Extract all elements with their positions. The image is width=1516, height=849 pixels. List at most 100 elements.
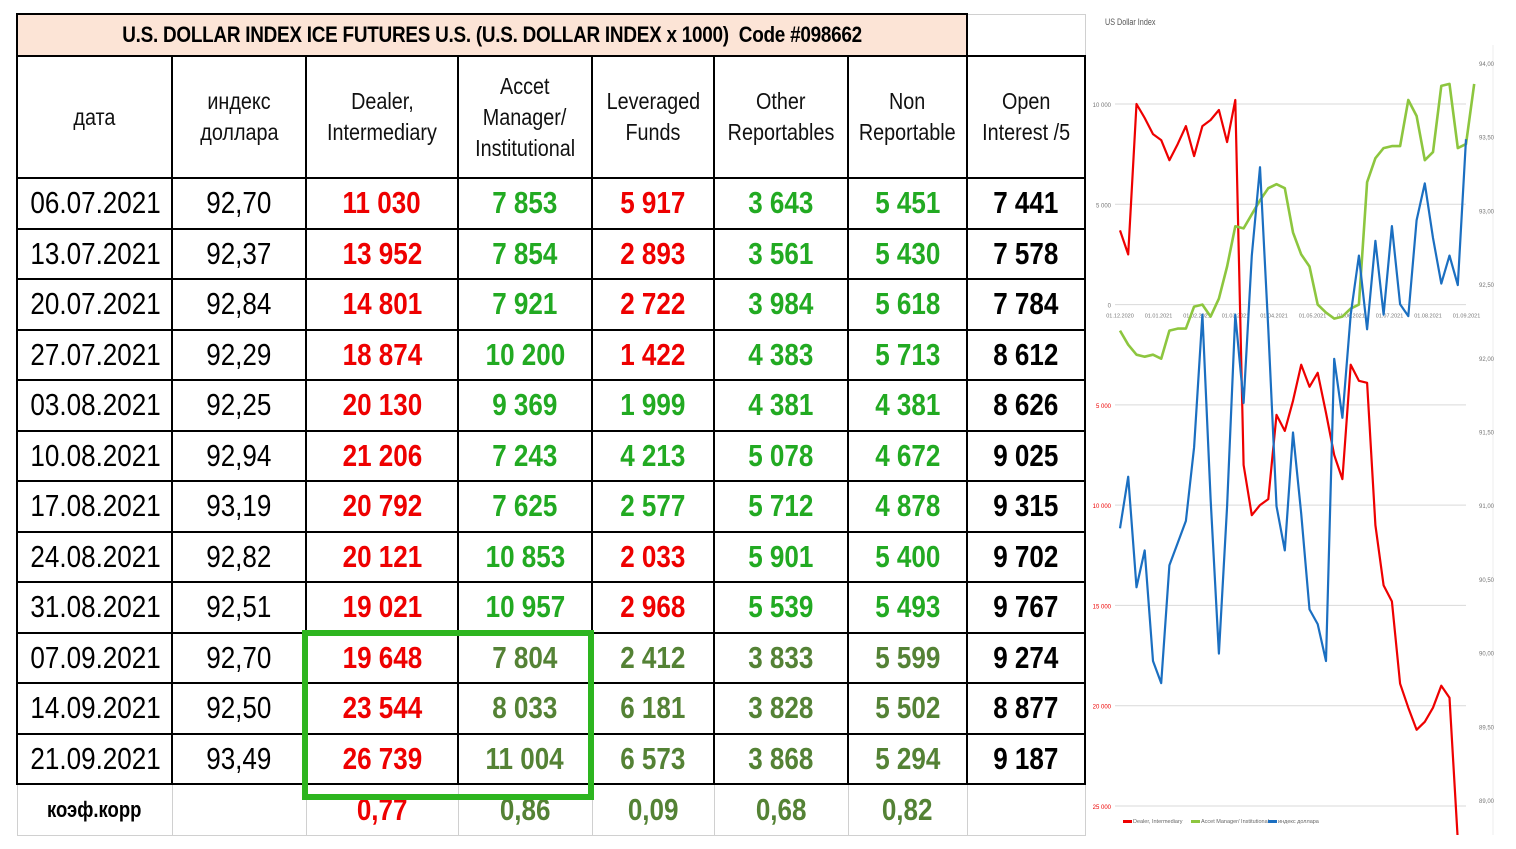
cell-other: 3 868	[713, 732, 849, 785]
cell-open-interest: 9 025	[966, 429, 1087, 482]
cell-date: 21.09.2021	[16, 732, 173, 785]
cell-open-interest: 8 877	[966, 682, 1087, 735]
cell-dealer: 20 792	[305, 480, 459, 533]
cell-dealer: 13 952	[305, 227, 459, 280]
cell-dealer: 19 648	[305, 631, 459, 684]
svg-text:91,50: 91,50	[1479, 431, 1495, 437]
cell-date: 06.07.2021	[16, 177, 173, 230]
header-row: дата индекс доллара Dealer, Intermediary …	[16, 55, 1087, 179]
cell-other: 5 712	[713, 480, 849, 533]
svg-text:91,00: 91,00	[1479, 504, 1495, 510]
cell-index: 92,84	[171, 278, 307, 331]
svg-text:01.09.2021: 01.09.2021	[1453, 314, 1481, 320]
cell-leveraged: 6 573	[591, 732, 715, 785]
cell-nonrep: 5 493	[846, 581, 969, 634]
cell-index: 93,19	[171, 480, 307, 533]
cell-nonrep: 5 430	[846, 227, 969, 280]
table-row: 21.09.2021 93,49 26 739 11 004 6 573 3 8…	[16, 732, 1087, 785]
corr-leveraged: 0,09	[591, 783, 715, 836]
cell-asset: 9 369	[457, 379, 593, 432]
header-non-reportable: Non Reportable	[846, 55, 969, 179]
corr-label: коэф.корр	[16, 783, 173, 836]
svg-text:94,00: 94,00	[1479, 62, 1495, 68]
svg-text:25 000: 25 000	[1093, 805, 1112, 811]
cell-index: 92,70	[171, 631, 307, 684]
svg-text:10 000: 10 000	[1093, 103, 1112, 109]
svg-text:92,00: 92,00	[1479, 357, 1495, 363]
cell-open-interest: 7 784	[966, 278, 1087, 331]
corr-nonrep: 0,82	[847, 783, 968, 836]
table-row: 13.07.2021 92,37 13 952 7 854 2 893 3 56…	[16, 227, 1087, 280]
cell-other: 3 984	[713, 278, 849, 331]
header-other-reportables: Other Reportables	[713, 55, 849, 179]
svg-text:5 000: 5 000	[1096, 203, 1112, 209]
cell-index: 92,51	[171, 581, 307, 634]
cell-dealer: 19 021	[305, 581, 459, 634]
svg-text:90,00: 90,00	[1479, 652, 1495, 658]
cell-nonrep: 5 400	[846, 530, 969, 583]
cell-nonrep: 4 672	[846, 429, 969, 482]
cell-open-interest: 9 187	[966, 732, 1087, 785]
table-row: 14.09.2021 92,50 23 544 8 033 6 181 3 82…	[16, 682, 1087, 735]
cell-index: 92,25	[171, 379, 307, 432]
cell-nonrep: 5 713	[846, 328, 969, 381]
cell-index: 92,82	[171, 530, 307, 583]
cell-other: 3 561	[713, 227, 849, 280]
cell-asset: 7 625	[457, 480, 593, 533]
svg-text:5 000: 5 000	[1096, 404, 1112, 410]
svg-text:90,50: 90,50	[1479, 578, 1495, 584]
cell-nonrep: 5 618	[846, 278, 969, 331]
cell-dealer: 18 874	[305, 328, 459, 381]
cell-index: 93,49	[171, 732, 307, 785]
header-asset-manager: Accet Manager/Institutional	[457, 55, 593, 179]
svg-text:Dealer, Intermediary: Dealer, Intermediary	[1133, 819, 1183, 825]
svg-text:01.12.2020: 01.12.2020	[1106, 314, 1134, 320]
svg-text:Accet Manager/ Institutional: Accet Manager/ Institutional	[1201, 819, 1269, 825]
cell-date: 03.08.2021	[16, 379, 173, 432]
svg-text:93,50: 93,50	[1479, 136, 1495, 142]
cell-dealer: 11 030	[305, 177, 459, 230]
cell-open-interest: 7 578	[966, 227, 1087, 280]
cell-leveraged: 2 722	[591, 278, 715, 331]
table-row: 06.07.2021 92,70 11 030 7 853 5 917 3 64…	[16, 177, 1087, 230]
svg-text:92,50: 92,50	[1479, 283, 1495, 289]
cell-other: 3 643	[713, 177, 849, 230]
cell-dealer: 23 544	[305, 682, 459, 735]
cell-leveraged: 4 213	[591, 429, 715, 482]
cell-asset: 11 004	[457, 732, 593, 785]
svg-text:01.01.2021: 01.01.2021	[1145, 314, 1173, 320]
us-dollar-index-chart: US Dollar Index 10 000 5 000 0 5 000 10 000 1…	[1093, 5, 1503, 841]
cell-dealer: 21 206	[305, 429, 459, 482]
cell-other: 5 539	[713, 581, 849, 634]
cell-asset: 7 243	[457, 429, 593, 482]
cell-index: 92,70	[171, 177, 307, 230]
header-date: дата	[16, 55, 173, 179]
table-row: 24.08.2021 92,82 20 121 10 853 2 033 5 9…	[16, 530, 1087, 583]
table-row: 07.09.2021 92,70 19 648 7 804 2 412 3 83…	[16, 631, 1087, 684]
header-open-interest: Open Interest /5	[966, 55, 1087, 179]
cell-date: 24.08.2021	[16, 530, 173, 583]
cell-open-interest: 8 626	[966, 379, 1087, 432]
cot-table-container: U.S. DOLLAR INDEX ICE FUTURES U.S. (U.S.…	[15, 13, 1087, 839]
cell-date: 20.07.2021	[16, 278, 173, 331]
cell-nonrep: 4 878	[846, 480, 969, 533]
chart-plot: 10 000 5 000 0 5 000 10 000 15 000 20 000 25 00…	[1093, 45, 1495, 841]
svg-text:15 000: 15 000	[1093, 604, 1112, 610]
cell-leveraged: 6 181	[591, 682, 715, 735]
svg-text:0: 0	[1108, 304, 1112, 310]
header-leveraged-funds: Leveraged Funds	[591, 55, 715, 179]
chart-title: US Dollar Index	[1105, 17, 1156, 27]
svg-text:01.08.2021: 01.08.2021	[1414, 314, 1442, 320]
cell-open-interest: 9 767	[966, 581, 1087, 634]
cell-leveraged: 2 968	[591, 581, 715, 634]
cell-open-interest: 8 612	[966, 328, 1087, 381]
cell-dealer: 26 739	[305, 732, 459, 785]
cell-dealer: 20 130	[305, 379, 459, 432]
cell-open-interest: 9 274	[966, 631, 1087, 684]
table-row: 03.08.2021 92,25 20 130 9 369 1 999 4 38…	[16, 379, 1087, 432]
cell-date: 13.07.2021	[16, 227, 173, 280]
cell-asset: 8 033	[457, 682, 593, 735]
corr-open-interest	[966, 783, 1086, 836]
corr-index	[171, 783, 307, 836]
corr-other: 0,68	[713, 783, 849, 836]
